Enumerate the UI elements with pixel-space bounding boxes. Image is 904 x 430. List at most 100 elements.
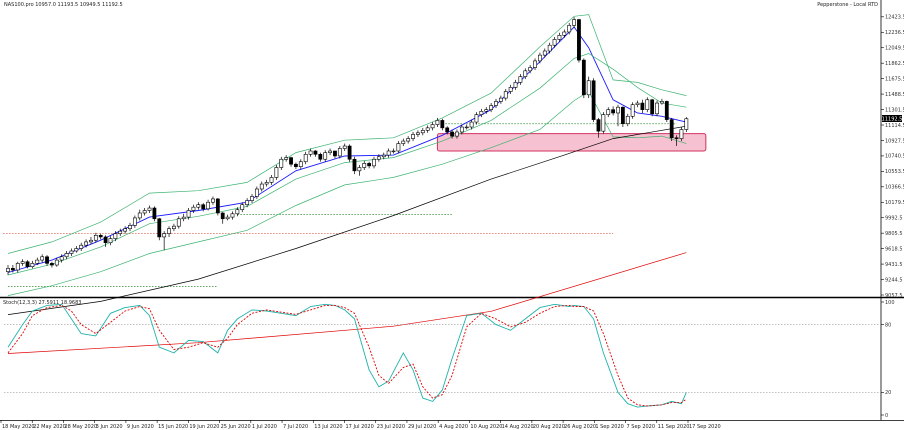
candle-body (552, 39, 557, 46)
oscillator-ticks-layer: 100 80 20 0 (881, 300, 895, 419)
candle (30, 260, 35, 269)
candle-body (152, 207, 157, 220)
candle (333, 150, 337, 159)
candle-body (372, 158, 376, 167)
candle (372, 156, 376, 169)
candle-body (211, 198, 215, 203)
candle-body (601, 114, 606, 132)
candle (284, 155, 289, 162)
candle (381, 152, 386, 160)
candle (352, 156, 357, 175)
candle (655, 100, 659, 117)
candle-body (367, 163, 372, 167)
candle-body (45, 256, 49, 264)
candle-body (10, 268, 15, 271)
candle-body (201, 204, 206, 210)
candle (455, 129, 459, 139)
candle (59, 254, 64, 263)
candle (528, 65, 533, 74)
symbol-header: NAS100.pro 10957.0 11193.5 10949.5 11192… (4, 2, 123, 8)
candle (35, 257, 40, 266)
candle-body (279, 158, 284, 168)
candle-body (362, 163, 367, 168)
candle-body (538, 54, 542, 62)
candle-body (84, 241, 88, 246)
candle (54, 257, 59, 267)
candle-body (391, 150, 396, 153)
candle-body (64, 253, 69, 258)
price-tick-label: 9244.5 (885, 277, 903, 283)
candle (10, 265, 15, 273)
price-tick-label: 10179.5 (885, 200, 904, 206)
candle-body (445, 127, 450, 133)
date-tick-label: 9 Jun 2020 (127, 424, 154, 430)
candle (581, 58, 586, 99)
candle-body (113, 233, 118, 239)
candle-body (484, 109, 489, 112)
candle-body (206, 201, 210, 210)
date-tick-label: 23 Jul 2020 (377, 424, 405, 430)
candle (479, 108, 484, 118)
candle (416, 130, 420, 137)
current-price-box (882, 115, 902, 122)
candle (635, 100, 640, 108)
candle-body (15, 263, 20, 271)
candle (45, 255, 49, 266)
candle-body (664, 101, 669, 120)
candle-body (172, 225, 176, 229)
candle-body (479, 111, 484, 115)
price-tick-label: 11114.5 (885, 123, 904, 129)
candle-body (635, 102, 640, 106)
candle-body (318, 153, 323, 160)
date-tick-label: 13 Jul 2020 (314, 424, 342, 430)
candle-body (577, 19, 581, 61)
candle (386, 148, 391, 158)
candle (435, 117, 440, 128)
candle (474, 112, 479, 125)
candle-body (333, 150, 337, 157)
price-tick-label: 9618.5 (885, 246, 903, 252)
candle-body (162, 233, 167, 238)
candle (411, 131, 415, 142)
stoch-main-line (7, 303, 687, 408)
candle-body (596, 119, 601, 132)
candle-body (669, 119, 674, 139)
candle-body (620, 106, 625, 125)
candle-body (396, 143, 401, 152)
candles-layer (6, 17, 689, 275)
candle-body (508, 87, 513, 92)
candle-body (533, 60, 537, 68)
candle-body (40, 256, 45, 261)
date-tick-label: 25 Jun 2020 (221, 424, 251, 430)
candle (591, 78, 596, 123)
candle-body (562, 31, 567, 36)
candle (220, 212, 225, 224)
candle (664, 100, 669, 123)
candle-body (167, 228, 171, 234)
candle (625, 113, 630, 127)
candle-body (650, 99, 655, 115)
candle (294, 162, 298, 170)
candle (279, 156, 284, 170)
candle (79, 242, 84, 251)
candle (274, 165, 279, 180)
candle (132, 215, 137, 228)
candle (508, 84, 513, 94)
candle-body (59, 256, 64, 261)
candle-body (93, 234, 98, 241)
candle-body (518, 76, 523, 83)
date-tick-label: 4 Aug 2020 (439, 424, 468, 430)
candle (542, 48, 547, 58)
candle (235, 207, 240, 217)
candle-body (674, 137, 679, 139)
osc-tick-label: 0 (885, 413, 888, 419)
candle-body (352, 158, 357, 172)
candle-body (176, 218, 181, 227)
indicator-lines-layer (7, 14, 687, 354)
candle (118, 228, 123, 237)
candle (567, 22, 572, 35)
candle-body (298, 161, 303, 167)
osc-tick-label: 20 (885, 390, 891, 396)
candle (89, 236, 93, 245)
